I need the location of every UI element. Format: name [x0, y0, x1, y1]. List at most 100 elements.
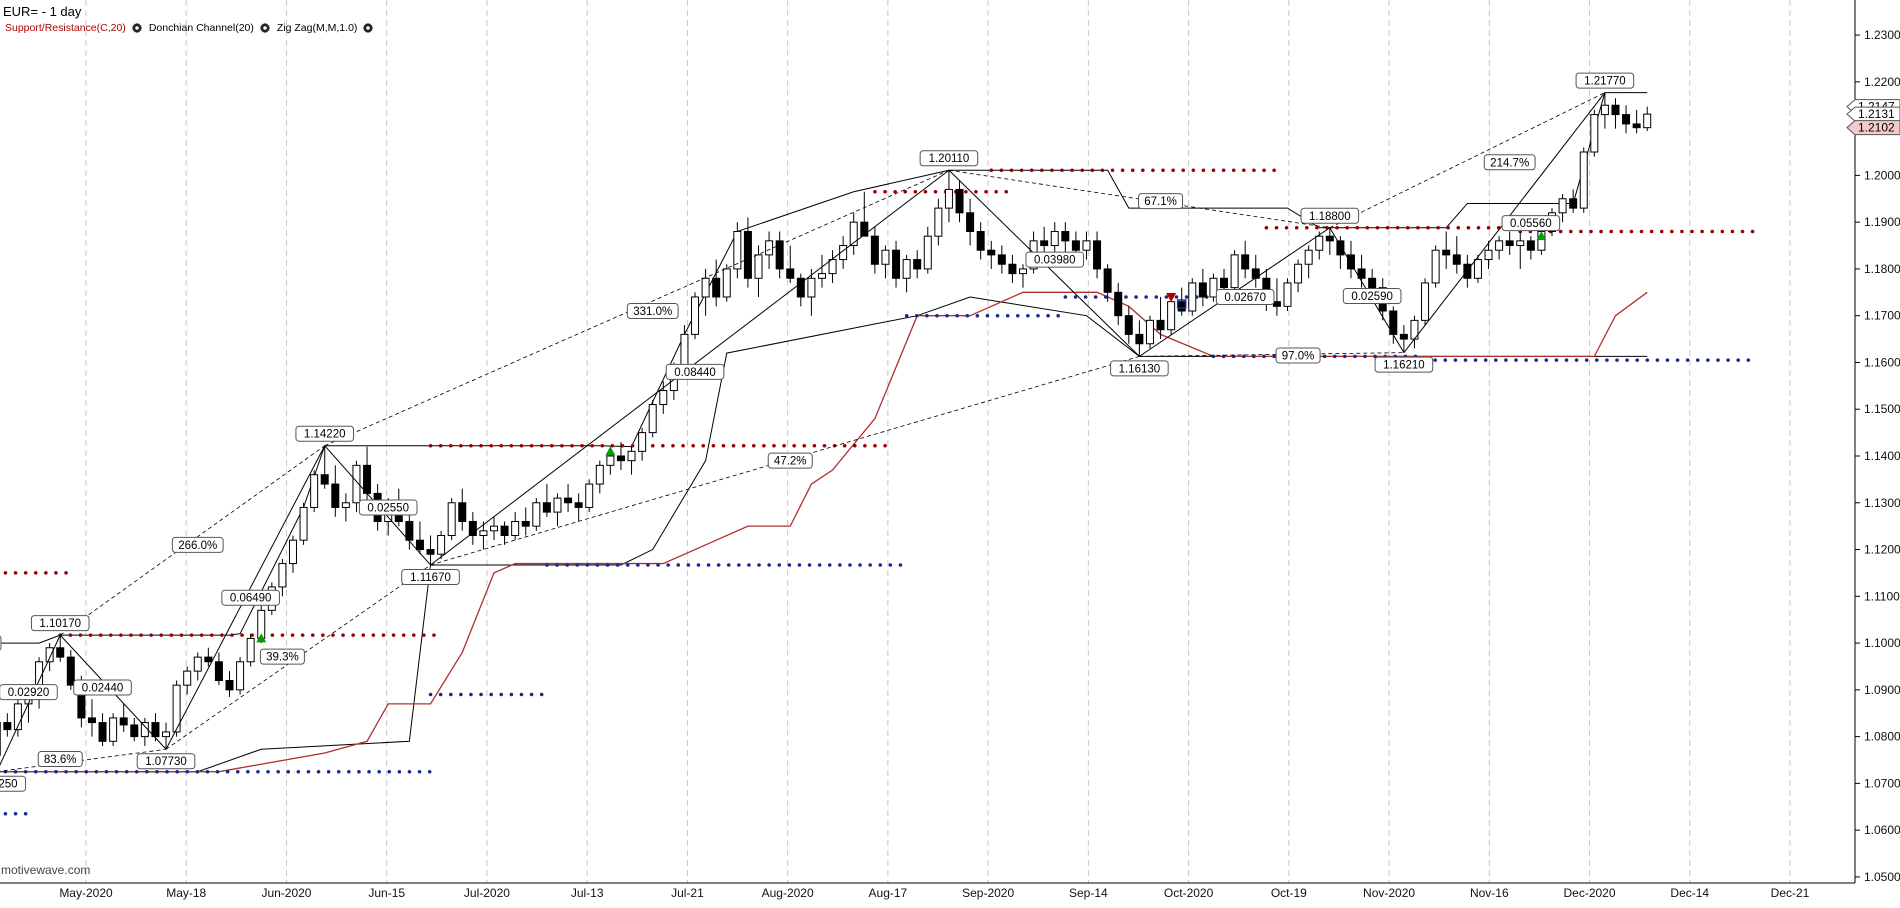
candle [649, 400, 656, 437]
ratio-label: 83.6% [38, 752, 82, 767]
candle-body [893, 250, 900, 278]
candle-body [1337, 241, 1344, 255]
candle-body [406, 521, 413, 540]
pivot-label: 1.10170 [31, 616, 89, 631]
candle [1506, 232, 1513, 255]
candle-body [1115, 292, 1122, 315]
candle-body [1369, 278, 1376, 287]
candle-body [1527, 241, 1534, 250]
candle [1443, 232, 1450, 269]
candle [945, 170, 952, 222]
swing-label-text: 0.02670 [1224, 292, 1266, 304]
candle [364, 447, 371, 503]
pivot-label-text: 1.07730 [145, 756, 187, 768]
candle [1284, 278, 1291, 311]
pivot-label: 1.11670 [402, 569, 460, 584]
candle [692, 292, 699, 339]
candle-body [1517, 241, 1524, 246]
candle-body [1559, 199, 1566, 213]
study-support-resistance-label[interactable]: Support/Resistance(C,20) [5, 22, 126, 34]
candle-body [215, 662, 222, 681]
candle-body [1199, 283, 1206, 297]
candle-body [522, 521, 529, 526]
gear-icon[interactable] [131, 22, 143, 34]
candle [4, 713, 11, 736]
y-tick-label: 1.1100 [1864, 589, 1900, 603]
candle-body [543, 503, 550, 512]
ratio-label-text: 83.6% [44, 754, 77, 766]
candle-body [744, 232, 751, 279]
candle [289, 536, 296, 573]
swing-label-text: 0.08440 [674, 367, 716, 379]
y-tick-label: 1.0600 [1864, 823, 1900, 837]
swing-label: 0.02670 [1216, 289, 1274, 304]
candle-body [205, 657, 212, 662]
candle [491, 517, 498, 540]
swing-label-text: 0.02920 [8, 687, 50, 699]
gear-icon[interactable] [259, 22, 271, 34]
candle [480, 521, 487, 549]
study-donchian-label[interactable]: Donchian Channel(20) [149, 22, 254, 34]
candle [1644, 107, 1651, 131]
x-tick-label: Dec-14 [1670, 886, 1709, 900]
candle-body [226, 680, 233, 689]
ratio-label-text: 39.3% [266, 652, 299, 664]
candle [1570, 189, 1577, 212]
candle [1591, 110, 1598, 157]
candle-body [279, 564, 286, 587]
swing-label: 0.02550 [359, 500, 417, 515]
candle-body [977, 232, 984, 251]
candle [702, 269, 709, 316]
candle-body [1284, 283, 1291, 306]
candle-body [512, 521, 519, 535]
candle-body [818, 274, 825, 279]
candle [1094, 232, 1101, 279]
candle-body [1062, 232, 1069, 241]
price-tag-text: 1.2102 [1858, 121, 1895, 135]
ratio-label: 67.1% [1139, 194, 1183, 209]
x-tick-label: Jul-13 [571, 886, 604, 900]
candle [565, 484, 572, 512]
y-tick-label: 1.1200 [1864, 543, 1900, 557]
candle [797, 274, 804, 307]
candle [914, 250, 921, 278]
candle-body [1178, 302, 1185, 311]
candle-body [681, 334, 688, 367]
candle [850, 213, 857, 255]
candle [501, 521, 508, 544]
candle [1358, 255, 1365, 288]
x-tick-label: Jun-15 [368, 886, 405, 900]
candle-body [903, 260, 910, 279]
candle-body [448, 503, 455, 536]
candle-body [1316, 236, 1323, 250]
candle-body [1125, 316, 1132, 335]
candle [1432, 246, 1439, 288]
candle [1136, 320, 1143, 356]
candle-body [480, 531, 487, 536]
candle [459, 489, 466, 531]
candle-body [1231, 255, 1238, 288]
candle [332, 465, 339, 516]
candle [1612, 98, 1619, 128]
y-tick-label: 1.2000 [1864, 168, 1900, 182]
candle [522, 507, 529, 535]
candle [110, 713, 117, 746]
candle [512, 512, 519, 540]
candle-body [935, 208, 942, 236]
candle [1453, 236, 1460, 273]
study-zigzag-label[interactable]: Zig Zag(M,M,1.0) [277, 22, 358, 34]
candle [776, 232, 783, 279]
candle-body [967, 213, 974, 232]
candle-body [1570, 199, 1577, 208]
candle [1242, 241, 1249, 278]
swing-label-text: 0.02550 [367, 502, 409, 514]
ratio-label-text: 67.1% [1144, 196, 1177, 208]
candle [1189, 278, 1196, 315]
gear-icon[interactable] [362, 22, 374, 34]
candle-body [565, 498, 572, 503]
y-tick-label: 1.1400 [1864, 449, 1900, 463]
candle-body [660, 391, 667, 405]
